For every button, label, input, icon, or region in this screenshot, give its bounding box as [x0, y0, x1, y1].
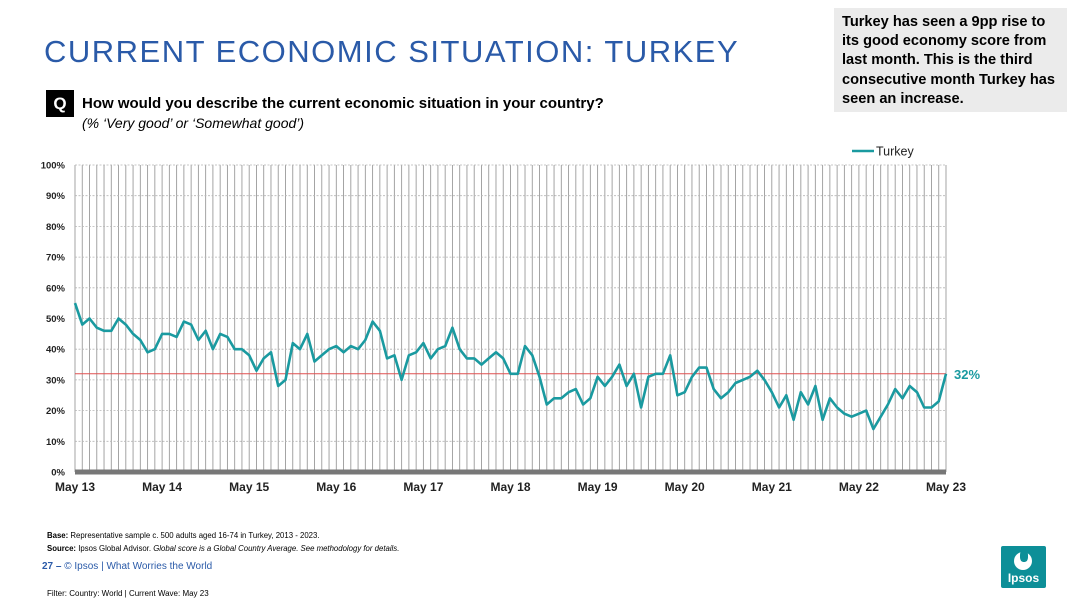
question-subtext: (% ‘Very good’ or ‘Somewhat good’): [82, 115, 305, 131]
source-text: Ipsos Global Advisor.: [78, 544, 152, 553]
end-value-label: 32%: [954, 367, 980, 382]
callout-box: Turkey has seen a 9pp rise to its good e…: [834, 8, 1067, 112]
x-tick-label: May 14: [142, 480, 182, 494]
x-tick-label: May 22: [839, 480, 879, 494]
base-label: Base:: [47, 531, 69, 540]
x-tick-label: May 18: [490, 480, 530, 494]
page-source: © Ipsos | What Worries the World: [64, 561, 213, 572]
y-tick-label: 70%: [46, 253, 66, 264]
page-footer: 27 – © Ipsos | What Worries the World: [42, 561, 212, 572]
y-tick-label: 40%: [46, 345, 66, 356]
page-number: 27: [42, 561, 54, 572]
x-tick-label: May 13: [55, 480, 95, 494]
base-note: Base: Representative sample c. 500 adult…: [47, 531, 320, 540]
x-tick-label: May 17: [403, 480, 443, 494]
x-tick-label: May 19: [578, 480, 618, 494]
page-dash: –: [55, 561, 62, 572]
x-tick-label: May 23: [926, 480, 966, 494]
y-tick-label: 90%: [46, 191, 66, 202]
y-tick-label: 50%: [46, 314, 66, 325]
x-tick-label: May 21: [752, 480, 792, 494]
x-tick-label: May 15: [229, 480, 269, 494]
x-tick-label: May 20: [665, 480, 705, 494]
ipsos-logo: Ipsos: [1001, 546, 1046, 588]
page-title: CURRENT ECONOMIC SITUATION: TURKEY: [44, 34, 740, 69]
x-tick-label: May 16: [316, 480, 356, 494]
logo-text: Ipsos: [1007, 571, 1040, 585]
source-note-italic: Global score is a Global Country Average…: [153, 544, 400, 553]
legend-label-turkey: Turkey: [876, 145, 914, 159]
y-tick-label: 80%: [46, 222, 66, 233]
y-tick-label: 60%: [46, 283, 66, 294]
question-badge: Q: [46, 90, 74, 117]
y-tick-label: 100%: [41, 161, 66, 172]
logo-cutout: [1020, 550, 1028, 562]
source-label: Source:: [47, 544, 77, 553]
y-tick-label: 20%: [46, 406, 66, 417]
question-text: How would you describe the current econo…: [82, 95, 604, 112]
y-tick-label: 0%: [51, 468, 65, 479]
base-text: Representative sample c. 500 adults aged…: [70, 531, 320, 540]
source-note: Source: Ipsos Global Advisor. Global sco…: [47, 544, 399, 553]
line-chart: 0% 10% 20% 30% 40% 50% 60% 70% 80% 90% 100% May 13 M…: [41, 145, 981, 495]
y-tick-label: 10%: [46, 437, 66, 448]
y-tick-label: 30%: [46, 375, 66, 386]
series-line-turkey: [73, 302, 948, 431]
filter-text: Filter: Country: World | Current Wave: M…: [47, 589, 209, 598]
